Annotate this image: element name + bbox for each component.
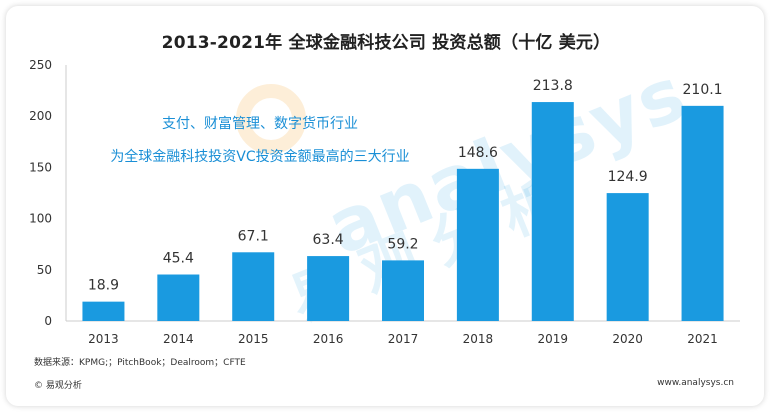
bar-value-label: 124.9 xyxy=(608,169,648,185)
x-tick-label: 2016 xyxy=(313,332,344,346)
bar-value-label: 45.4 xyxy=(163,251,194,267)
chart-title: 2013-2021年 全球金融科技公司 投资总额（十亿 美元） xyxy=(161,33,611,53)
x-tick-label: 2020 xyxy=(612,332,643,346)
bar-value-label: 67.1 xyxy=(238,228,269,244)
bar-value-labels: 18.9 45.4 67.1 63.4 59.2 148.6 213.8 124.9 210.1 xyxy=(88,78,723,294)
copyright: © 易观分析 xyxy=(34,381,82,391)
y-tick-label: 150 xyxy=(29,160,52,174)
x-tick-label: 2019 xyxy=(538,332,569,346)
x-tick-label: 2018 xyxy=(463,332,494,346)
y-tick-label: 50 xyxy=(37,263,52,277)
bars xyxy=(82,102,724,321)
bar-value-label: 148.6 xyxy=(458,145,498,161)
bar-value-label: 59.2 xyxy=(387,236,418,252)
y-tick-label: 200 xyxy=(29,109,52,123)
bar xyxy=(606,193,649,321)
y-tick-label: 250 xyxy=(29,58,52,72)
x-tick-label: 2021 xyxy=(687,332,718,346)
y-tick-labels: 0 50 100 150 200 250 xyxy=(29,58,52,328)
y-tick-label: 0 xyxy=(44,314,52,328)
bar-value-label: 210.1 xyxy=(683,82,723,98)
annotation-line-2: 为全球金融科技投资VC投资金额最高的三大行业 xyxy=(110,149,410,165)
x-tick-label: 2015 xyxy=(238,332,269,346)
y-tick-label: 100 xyxy=(29,212,52,226)
x-tick-label: 2017 xyxy=(388,332,419,346)
bar-value-label: 18.9 xyxy=(88,278,119,294)
x-tick-label: 2014 xyxy=(163,332,194,346)
bar-value-label: 213.8 xyxy=(533,78,573,94)
bar xyxy=(157,274,200,321)
bar xyxy=(307,256,350,321)
x-tick-labels: 2013 2014 2015 2016 2017 2018 2019 2020 2021 xyxy=(88,332,718,346)
bar-value-label: 63.4 xyxy=(313,232,344,248)
x-tick-label: 2013 xyxy=(88,332,119,346)
bar xyxy=(681,105,724,321)
bar xyxy=(232,252,275,321)
bar xyxy=(531,102,574,321)
bar xyxy=(82,301,125,321)
bar xyxy=(456,168,499,321)
website-link[interactable]: www.analysys.cn xyxy=(657,378,734,388)
annotation-line-1: 支付、财富管理、数字货币行业 xyxy=(162,116,358,132)
data-source: 数据来源：KPMG;；PitchBook；Dealroom；CFTE xyxy=(34,358,246,368)
bar xyxy=(382,260,424,321)
